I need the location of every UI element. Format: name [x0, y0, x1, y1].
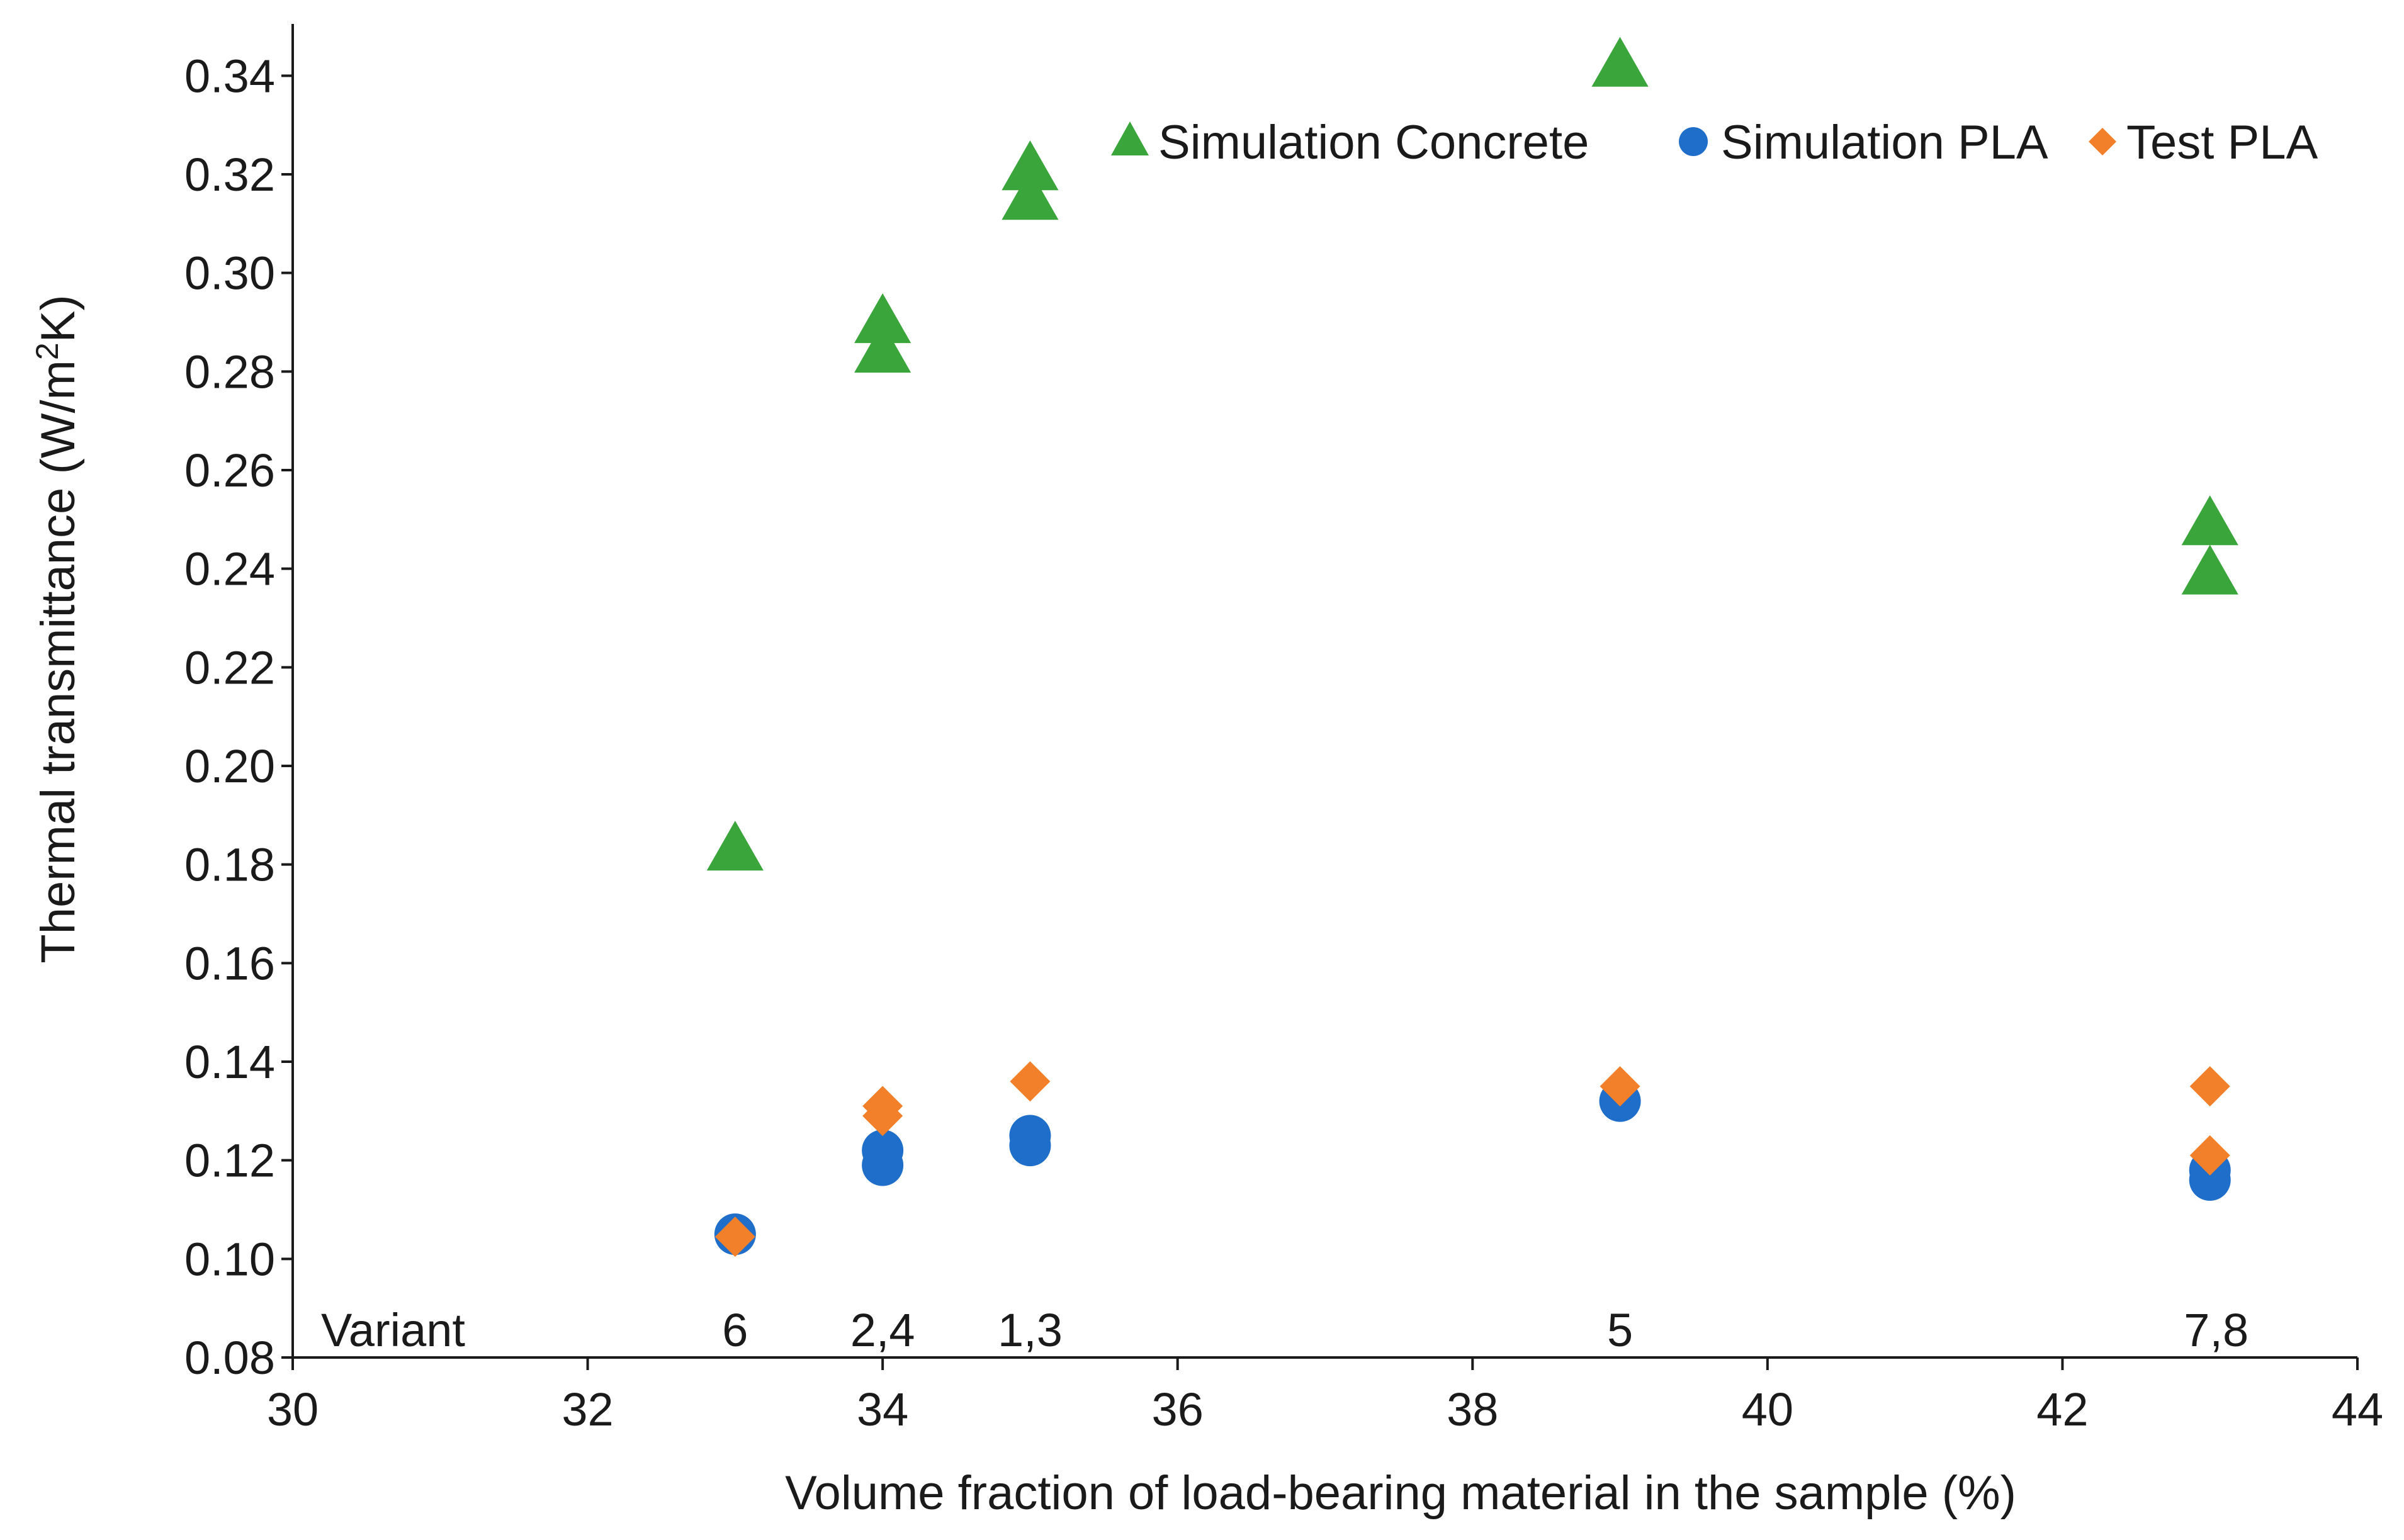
series-test-pla [714, 1061, 2230, 1257]
y-tick-label: 0.28 [184, 346, 275, 398]
data-point-test-pla [1600, 1066, 1640, 1107]
legend: Simulation Concrete Simulation PLA Test … [1111, 116, 2318, 169]
variant-label: 6 [722, 1304, 748, 1356]
x-tick-label: 36 [1152, 1383, 1204, 1436]
legend-item-simulation-pla: Simulation PLA [1679, 116, 2048, 169]
variant-label: 7,8 [2184, 1304, 2249, 1356]
variant-label: 2,4 [850, 1304, 915, 1356]
data-point-simulation-pla [862, 1144, 904, 1186]
y-tick-label: 0.08 [184, 1332, 275, 1384]
data-point-simulation-concrete [2181, 495, 2238, 546]
variant-label: 1,3 [998, 1304, 1063, 1356]
variant-row-title: Variant [321, 1304, 465, 1356]
y-ticks: 0.08 0.10 0.12 0.14 0.16 0.18 0.20 0.22 0.24 0.26… [184, 50, 293, 1384]
data-point-simulation-concrete [2181, 544, 2238, 595]
data-point-test-pla [1010, 1061, 1051, 1102]
y-tick-label: 0.14 [184, 1036, 275, 1088]
axes [291, 24, 2357, 1359]
data-point-simulation-concrete [854, 293, 911, 344]
data-point-test-pla [862, 1096, 903, 1137]
data-point-test-pla [714, 1217, 755, 1257]
y-tick-label: 0.32 [184, 149, 275, 201]
y-tick-label: 0.22 [184, 641, 275, 694]
y-tick-label: 0.10 [184, 1233, 275, 1285]
x-ticks: 30 32 34 36 38 40 42 44 [267, 1357, 2383, 1436]
x-tick-label: 40 [1742, 1383, 1793, 1436]
data-point-simulation-pla [2189, 1159, 2231, 1201]
x-axis-title: Volume fraction of load-bearing material… [785, 1466, 2016, 1520]
data-point-test-pla [2189, 1066, 2230, 1107]
legend-item-simulation-concrete: Simulation Concrete [1111, 116, 1589, 169]
legend-label-test-pla: Test PLA [2126, 116, 2318, 169]
legend-item-test-pla: Test PLA [2089, 116, 2318, 169]
data-marks [706, 37, 2238, 1257]
x-tick-label: 34 [857, 1383, 908, 1436]
data-point-simulation-concrete [706, 821, 764, 871]
x-tick-label: 38 [1447, 1383, 1498, 1436]
data-point-test-pla [2189, 1135, 2230, 1176]
x-tick-label: 30 [267, 1383, 319, 1436]
legend-diamond-icon [2089, 128, 2116, 155]
y-tick-label: 0.34 [184, 50, 275, 102]
series-simulation-pla [714, 1080, 2231, 1256]
y-tick-label: 0.26 [184, 444, 275, 497]
y-tick-label: 0.18 [184, 839, 275, 891]
data-point-simulation-concrete [854, 323, 911, 373]
data-point-simulation-concrete [1002, 140, 1059, 191]
y-tick-label: 0.12 [184, 1135, 275, 1187]
series-simulation-concrete [706, 37, 2238, 871]
y-tick-label: 0.30 [184, 247, 275, 300]
x-tick-label: 32 [561, 1383, 613, 1436]
variant-annotations: Variant 6 2,4 1,3 5 7,8 [321, 1304, 2249, 1356]
legend-label-simulation-concrete: Simulation Concrete [1158, 116, 1589, 169]
data-point-simulation-concrete [1591, 37, 1649, 87]
legend-circle-icon [1679, 127, 1708, 156]
x-tick-label: 42 [2036, 1383, 2088, 1436]
data-point-simulation-pla [1009, 1125, 1051, 1167]
variant-label: 5 [1607, 1304, 1633, 1356]
y-tick-label: 0.16 [184, 937, 275, 989]
y-tick-label: 0.24 [184, 543, 275, 595]
data-point-simulation-concrete [1002, 170, 1059, 220]
y-axis-title: Thermal transmittance (W/m2K) [30, 295, 85, 963]
y-tick-label: 0.20 [184, 740, 275, 792]
x-tick-label: 44 [2332, 1383, 2383, 1436]
legend-triangle-icon [1111, 121, 1149, 155]
legend-label-simulation-pla: Simulation PLA [1721, 116, 2048, 169]
